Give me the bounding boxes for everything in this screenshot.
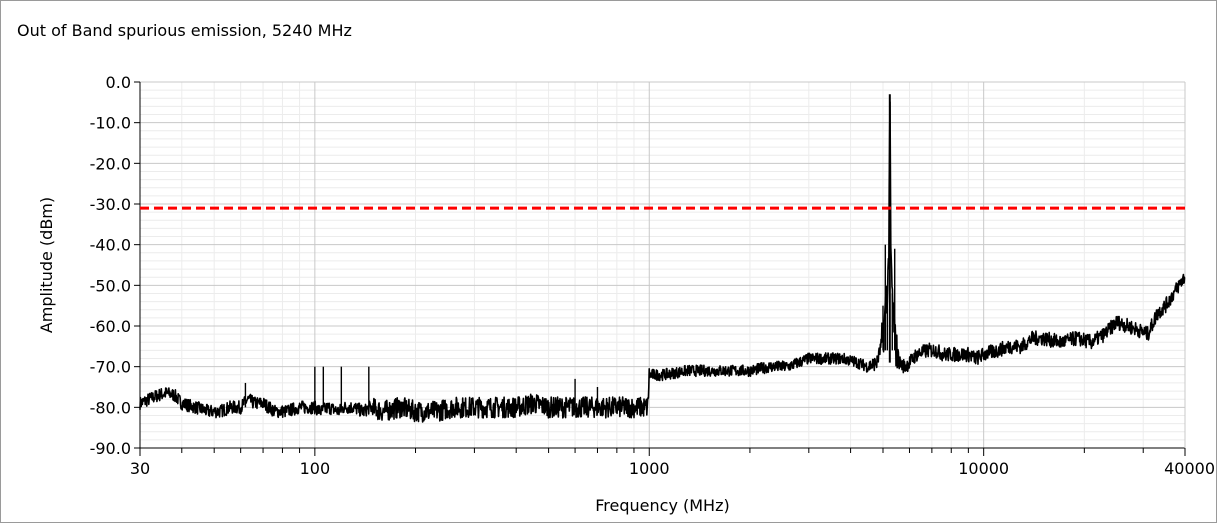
y-tick-label: -20.0 [90, 154, 131, 173]
y-axis-label: Amplitude (dBm) [37, 197, 56, 333]
x-tick-label: 1000 [629, 459, 670, 478]
major-grid [140, 81, 1185, 449]
y-tick-label: -40.0 [90, 236, 131, 255]
x-tick-label: 30 [130, 459, 150, 478]
y-tick-label: -80.0 [90, 398, 131, 417]
trace-line [139, 101, 1186, 423]
y-tick-label: -50.0 [90, 276, 131, 295]
y-tick-label: 0.0 [106, 73, 131, 92]
tick-marks [134, 81, 1186, 456]
minor-grid [140, 82, 1185, 448]
x-tick-label: 40000 [1164, 459, 1215, 478]
y-tick-label: -70.0 [90, 358, 131, 377]
y-tick-label: -90.0 [90, 439, 131, 458]
x-tick-label: 10000 [958, 459, 1009, 478]
tick-labels: 0.0 -10.0 -20.0 -30.0 -40.0 -50.0 -60.0 -70.0 -8… [90, 73, 1215, 478]
y-tick-label: -60.0 [90, 317, 131, 336]
y-tick-label: -10.0 [90, 114, 131, 133]
x-axis-label: Frequency (MHz) [595, 496, 729, 515]
axes [139, 82, 1186, 449]
chart-title: Out of Band spurious emission, 5240 MHz [17, 21, 352, 40]
plot-lines [139, 94, 1186, 423]
y-tick-label: -30.0 [90, 195, 131, 214]
x-tick-label: 100 [300, 459, 331, 478]
